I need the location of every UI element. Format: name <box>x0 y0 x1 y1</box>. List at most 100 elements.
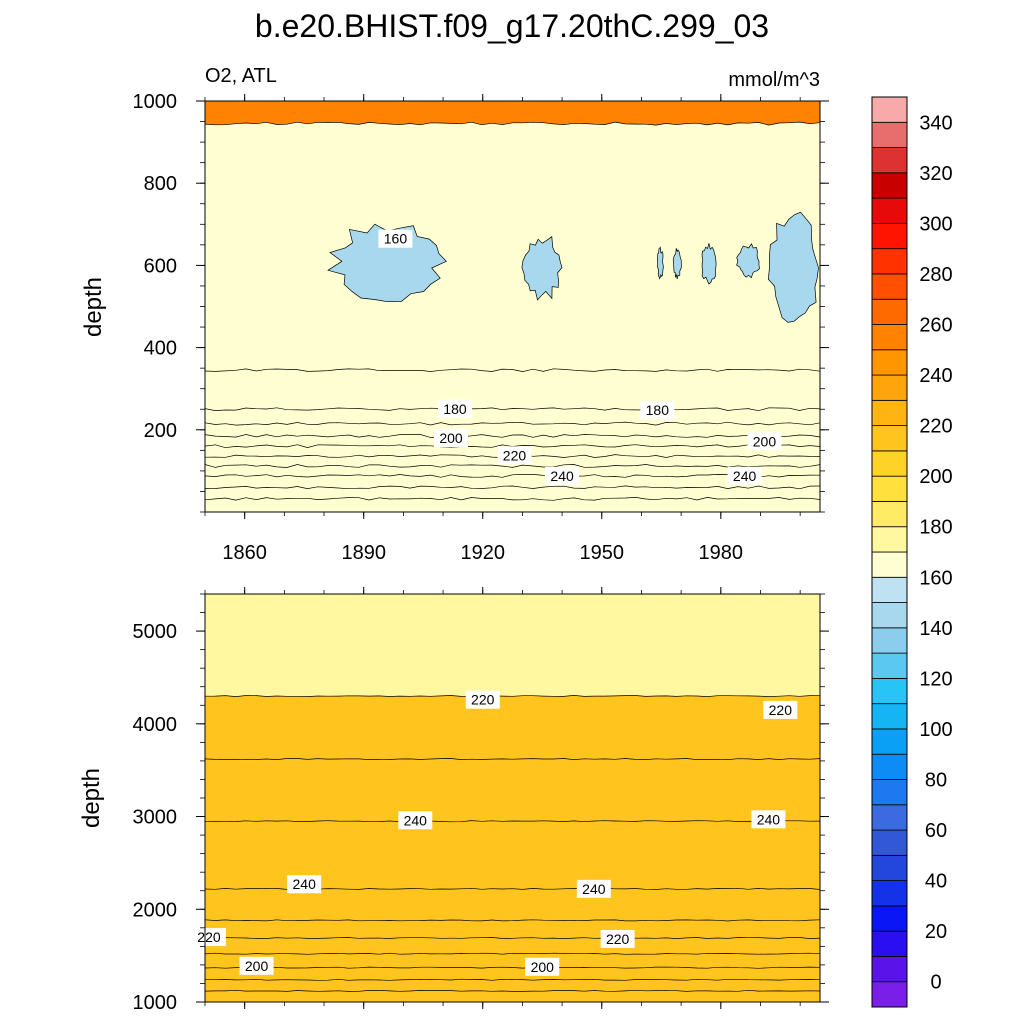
contour-label-bg <box>727 466 762 485</box>
contour-label: 200 <box>525 957 560 976</box>
colorbar-tick-label: 20 <box>925 921 947 943</box>
contour-line <box>205 121 820 126</box>
colorbar-tick-label: 60 <box>925 820 947 842</box>
y-tick-label: 200 <box>144 420 177 442</box>
colorbar-tick-label: 280 <box>919 264 952 286</box>
colorbar-tick-label: 160 <box>919 567 952 589</box>
contour-label: 200 <box>434 429 468 448</box>
colorbar-box <box>871 779 908 806</box>
contour-line <box>205 474 820 478</box>
contour-label: 220 <box>600 929 635 948</box>
x-tick-label: 1950 <box>580 542 625 564</box>
contour-label-text: 240 <box>550 468 574 484</box>
upper-fill-layers <box>205 101 820 512</box>
contour-line <box>205 464 820 468</box>
contour-label: 240 <box>545 466 580 485</box>
contour-line <box>205 989 820 992</box>
contour-label-text: 240 <box>293 876 317 892</box>
contour-line <box>205 421 820 426</box>
colorbar-tick-label: 200 <box>919 466 952 488</box>
colorbar-box <box>871 981 908 1008</box>
colorbar-tick-label: 180 <box>919 517 952 539</box>
contour-label-bg <box>434 429 468 448</box>
contour-line <box>205 695 820 697</box>
contour-line <box>205 820 820 823</box>
y-tick-label: 5000 <box>133 621 178 643</box>
contour-label: 200 <box>239 956 274 975</box>
contour-label-text: 240 <box>733 468 757 484</box>
x-tick-label: 1890 <box>341 542 386 564</box>
contour-label: 240 <box>576 879 611 898</box>
upper-y-axis-label: depth <box>80 277 107 337</box>
colorbar-box <box>871 248 908 275</box>
colorbar-tick-label: 80 <box>925 770 947 792</box>
contour-label-text: 200 <box>245 958 269 974</box>
contour-line <box>205 937 820 939</box>
contour-label-bg <box>497 446 532 465</box>
colorbar-box <box>871 450 908 477</box>
fill-layer <box>205 695 820 1002</box>
minimum-region <box>521 236 563 301</box>
chart-title: b.e20.BHIST.f09_g17.20thC.299_03 <box>255 8 769 44</box>
colorbar-box <box>871 349 908 376</box>
colorbar-tick-label: 320 <box>919 163 952 185</box>
contour-label-text: 180 <box>646 402 670 418</box>
colorbar-box <box>871 753 908 780</box>
colorbar-box <box>871 197 908 224</box>
contour-label-text: 220 <box>503 447 527 463</box>
contour-label-bg <box>239 956 274 975</box>
colorbar-box <box>871 829 908 856</box>
colorbar-box <box>871 96 908 123</box>
variable-label: O2, ATL <box>205 65 277 87</box>
contour-label-text: 180 <box>443 401 467 417</box>
contour-line <box>205 919 820 922</box>
contour-label-text: 240 <box>404 812 428 828</box>
contour-label-bg <box>287 875 322 894</box>
upper-panel: 240 240 220 200 200 180 180 160 1860 1890 1920 195… <box>80 91 829 564</box>
y-tick-label: 2000 <box>133 899 178 921</box>
lower-contour-lines <box>205 695 820 992</box>
contour-line <box>205 758 820 760</box>
colorbar-box <box>871 425 908 452</box>
contour-label-text: 200 <box>531 959 555 975</box>
minimum-region <box>327 223 447 303</box>
colorbar-box <box>871 854 908 882</box>
colorbar-box <box>871 804 908 831</box>
units-label: mmol/m^3 <box>728 69 820 91</box>
colorbar-box <box>871 576 908 603</box>
minimum-region <box>767 211 819 323</box>
contour-label: 180 <box>437 399 472 418</box>
contour-label: 240 <box>751 810 786 829</box>
minimum-region <box>701 243 717 285</box>
colorbar-box <box>871 551 908 578</box>
upper-contour-labels: 240 240 220 200 200 180 180 160 <box>378 229 782 485</box>
contour-label-text: 220 <box>769 702 793 718</box>
colorbar-tick-label: 240 <box>919 365 952 387</box>
contour-label-bg <box>378 229 413 248</box>
contour-label: 240 <box>398 811 433 830</box>
contour-label: 220 <box>191 928 226 947</box>
contour-label-text: 220 <box>471 692 495 708</box>
contour-label-text: 240 <box>582 881 606 897</box>
colorbar-box <box>871 222 908 250</box>
contour-label-text: 240 <box>757 811 781 827</box>
colorbar-tick-label: 120 <box>919 668 952 690</box>
contour-label: 220 <box>497 446 532 465</box>
colorbar-box <box>871 121 908 148</box>
contour-label: 240 <box>287 875 322 894</box>
contour-label-text: 220 <box>197 929 221 945</box>
colorbar-box <box>871 147 908 174</box>
colorbar-box <box>871 399 908 427</box>
contour-line <box>205 407 820 412</box>
minimum-region <box>672 248 682 280</box>
colorbar-box <box>871 880 908 907</box>
colorbar-box <box>871 652 908 679</box>
minimum-region <box>736 243 760 279</box>
colorbar-box <box>871 526 908 553</box>
colorbar-box <box>871 728 908 755</box>
contour-label-bg <box>763 700 798 719</box>
colorbar-box <box>871 374 908 401</box>
colorbar-tick-label: 220 <box>919 416 952 438</box>
contour-label-text: 200 <box>753 433 777 449</box>
contour-label: 240 <box>727 466 762 485</box>
